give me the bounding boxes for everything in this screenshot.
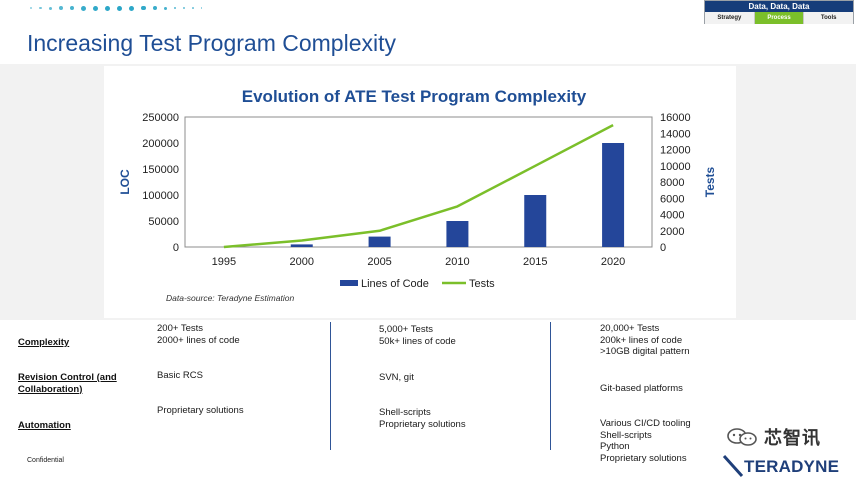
y2-tick-label: 10000 xyxy=(660,161,691,173)
tab-tools[interactable]: Tools xyxy=(804,12,854,24)
x-tick-label: 2005 xyxy=(367,256,391,268)
col1-complexity: 200+ Tests 2000+ lines of code xyxy=(157,323,240,346)
y2-tick-label: 2000 xyxy=(660,226,684,238)
column-divider-2 xyxy=(550,322,551,450)
decorative-dot xyxy=(129,5,134,11)
decorative-dot xyxy=(69,5,74,11)
tab-process[interactable]: Process xyxy=(754,12,805,24)
decorative-dot xyxy=(163,6,167,10)
col3-complexity: 20,000+ Tests 200k+ lines of code >10GB … xyxy=(600,323,690,357)
wechat-icon xyxy=(727,428,757,446)
decorative-dot xyxy=(183,7,185,9)
decorative-dot xyxy=(30,7,32,9)
y-tick-label: 250000 xyxy=(142,112,179,124)
x-tick-label: 2020 xyxy=(601,256,625,268)
watermark-text: 芯智讯 xyxy=(764,428,821,449)
col3-automation: Various CI/CD tooling Shell-scripts Pyth… xyxy=(600,418,691,464)
col2-complexity: 5,000+ Tests 50k+ lines of code xyxy=(379,324,456,347)
decorative-dot xyxy=(81,5,86,11)
logo-text: TERADYNE xyxy=(744,457,840,476)
column-divider-1 xyxy=(330,322,331,450)
teradyne-logo: TERADYNE xyxy=(722,454,852,478)
bar-lines-of-code xyxy=(446,221,469,247)
y2-tick-label: 0 xyxy=(660,242,666,254)
bar-lines-of-code xyxy=(602,143,625,247)
decorative-dot xyxy=(48,6,52,10)
decorative-dot xyxy=(58,6,63,10)
line-tests xyxy=(223,123,614,249)
y-axis-title: LOC xyxy=(118,169,132,195)
decorative-dot xyxy=(39,6,42,10)
section-nav: Data, Data, Data Strategy Process Tools xyxy=(704,0,854,24)
x-tick-label: 1995 xyxy=(212,256,236,268)
decorative-dot xyxy=(93,5,98,11)
chart-panel: Evolution of ATE Test Program Complexity… xyxy=(104,66,736,318)
y-tick-label: 150000 xyxy=(142,164,179,176)
y-tick-label: 0 xyxy=(173,242,179,254)
bar-lines-of-code xyxy=(524,195,547,247)
col2-revision: SVN, git xyxy=(379,372,414,383)
complexity-chart: Evolution of ATE Test Program Complexity… xyxy=(118,87,717,303)
decorative-dot xyxy=(141,5,146,11)
plot-area xyxy=(184,116,653,248)
x-tick-label: 2015 xyxy=(523,256,547,268)
x-tick-label: 2000 xyxy=(290,256,314,268)
y-tick-label: 50000 xyxy=(148,216,179,228)
decorative-dot xyxy=(117,5,122,11)
section-nav-tabs: Strategy Process Tools xyxy=(705,12,854,24)
decorative-dot xyxy=(105,5,110,11)
bar-lines-of-code xyxy=(290,244,313,247)
y2-tick-label: 6000 xyxy=(660,193,684,205)
page-title: Increasing Test Program Complexity xyxy=(27,30,396,56)
y-tick-label: 100000 xyxy=(142,190,179,202)
legend-label-tests: Tests xyxy=(469,278,495,290)
col1-revision: Basic RCS xyxy=(157,370,203,381)
decorative-dot xyxy=(200,7,202,9)
chart-source-note: Data-source: Teradyne Estimation xyxy=(166,293,294,303)
y2-tick-label: 14000 xyxy=(660,128,691,140)
teradyne-logo-icon xyxy=(722,454,744,478)
y2-tick-label: 8000 xyxy=(660,177,684,189)
decorative-dot xyxy=(192,7,194,9)
confidential-label: Confidential xyxy=(27,457,64,464)
y2-tick-label: 16000 xyxy=(660,112,691,124)
row-label-automation: Automation xyxy=(18,420,71,431)
row-label-revision-control: Revision Control (and Collaboration) xyxy=(18,372,117,395)
col2-automation: Shell-scripts Proprietary solutions xyxy=(379,407,466,430)
col3-revision: Git-based platforms xyxy=(600,383,683,394)
y2-tick-label: 12000 xyxy=(660,145,691,157)
y2-tick-label: 4000 xyxy=(660,210,684,222)
section-nav-title: Data, Data, Data xyxy=(705,1,853,12)
y-tick-label: 200000 xyxy=(142,138,179,150)
legend-label-lines-of-code: Lines of Code xyxy=(361,278,429,290)
row-label-complexity: Complexity xyxy=(18,337,70,348)
decorative-dots xyxy=(30,4,202,12)
y2-axis-title: Tests xyxy=(703,166,717,197)
x-tick-label: 2010 xyxy=(445,256,469,268)
decorative-dot xyxy=(152,6,157,10)
chart-title: Evolution of ATE Test Program Complexity xyxy=(242,87,587,106)
tab-strategy[interactable]: Strategy xyxy=(705,12,755,24)
legend-swatch-lines-of-code xyxy=(340,280,358,286)
watermark: 芯智讯 xyxy=(726,424,821,450)
bar-lines-of-code xyxy=(368,236,391,247)
col1-automation: Proprietary solutions xyxy=(157,405,244,416)
decorative-dot xyxy=(173,6,176,10)
